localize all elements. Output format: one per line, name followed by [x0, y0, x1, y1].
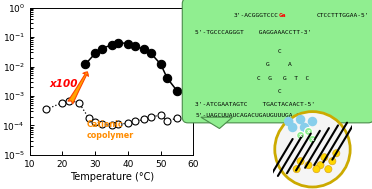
Circle shape: [293, 166, 300, 173]
Text: x: x: [311, 137, 314, 142]
Text: Ga: Ga: [279, 13, 286, 18]
Circle shape: [313, 166, 320, 173]
Text: G: G: [266, 62, 270, 67]
Circle shape: [325, 166, 332, 173]
Text: CTCCTTTGGAA-5': CTCCTTTGGAA-5': [316, 13, 369, 18]
Circle shape: [317, 162, 324, 169]
Text: 5'-UAGCUUAUCAGACUGAUGUUUGA-3': 5'-UAGCUUAUCAGACUGAUGUUUGA-3': [195, 113, 304, 118]
Circle shape: [297, 158, 304, 165]
Circle shape: [275, 112, 350, 187]
Y-axis label: $k_{obs}$ (min$^{-1}$): $k_{obs}$ (min$^{-1}$): [0, 54, 1, 108]
Circle shape: [284, 117, 294, 126]
Circle shape: [321, 154, 328, 161]
Text: A: A: [288, 62, 292, 67]
Text: C: C: [277, 89, 281, 94]
Text: 3'-ACGGGTCCC: 3'-ACGGGTCCC: [234, 13, 279, 18]
Text: x: x: [299, 133, 302, 138]
Circle shape: [305, 127, 312, 135]
Circle shape: [333, 150, 340, 157]
Circle shape: [308, 117, 317, 126]
Text: 5'-TGCCCAGGGT    GAGGAAACCTT-3': 5'-TGCCCAGGGT GAGGAAACCTT-3': [195, 30, 312, 35]
Text: 3'-ATCGAATAGTC    TGACTACAACT-5': 3'-ATCGAATAGTC TGACTACAACT-5': [195, 102, 315, 107]
Circle shape: [296, 132, 305, 139]
Circle shape: [288, 123, 297, 132]
Text: x: x: [307, 129, 310, 134]
Text: C: C: [277, 49, 281, 54]
Text: C  G: C G: [257, 76, 272, 81]
Circle shape: [308, 135, 317, 143]
Text: Cationic
copolymer: Cationic copolymer: [87, 120, 134, 140]
X-axis label: Temperature (°C): Temperature (°C): [70, 172, 154, 182]
Circle shape: [305, 162, 312, 169]
FancyBboxPatch shape: [182, 0, 372, 123]
Text: x100: x100: [50, 79, 78, 89]
Circle shape: [329, 158, 336, 165]
Polygon shape: [201, 117, 232, 129]
Circle shape: [296, 115, 305, 124]
Text: G  T  C: G T C: [283, 76, 309, 81]
Circle shape: [300, 123, 309, 132]
